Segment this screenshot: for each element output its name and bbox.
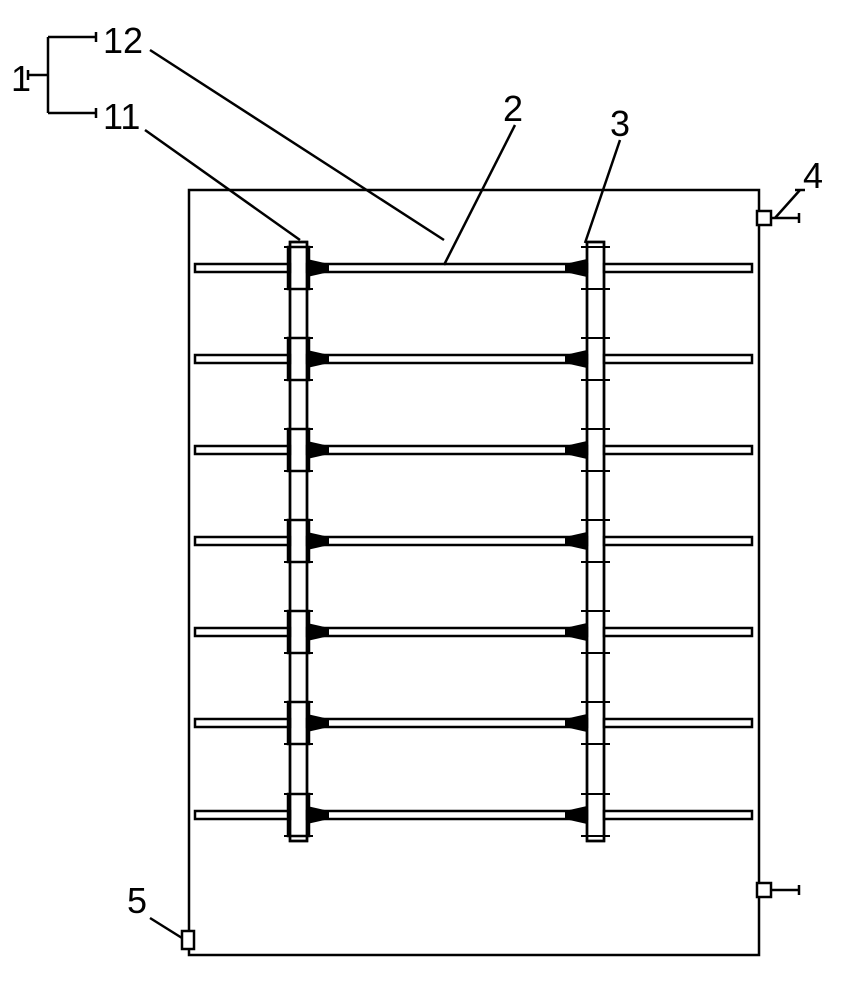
- label-2: 2: [503, 88, 523, 130]
- label-11: 11: [103, 96, 140, 138]
- label-3: 3: [610, 103, 630, 145]
- technical-diagram: [0, 0, 867, 1000]
- label-5: 5: [127, 880, 147, 922]
- label-12: 12: [103, 20, 143, 62]
- label-1: 1: [11, 58, 31, 100]
- label-4: 4: [803, 155, 823, 197]
